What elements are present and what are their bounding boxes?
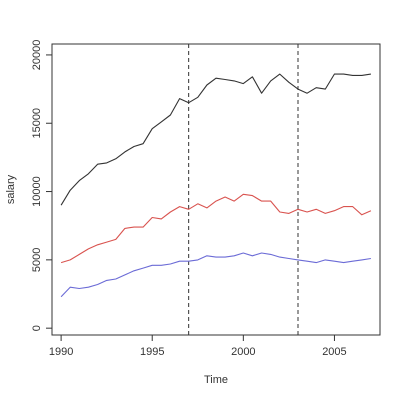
plot-area: 1990 1995 2000 2005 0 5000 10000 15000 20000 xyxy=(31,40,381,358)
series-line-2 xyxy=(60,193,372,264)
x-axis-label: Time xyxy=(204,374,228,386)
y-tick-label: 10000 xyxy=(31,176,43,207)
y-tick-label: 15000 xyxy=(31,108,43,139)
plot-frame xyxy=(51,43,381,336)
series-line-1 xyxy=(60,73,371,206)
x-tick-label: 1995 xyxy=(140,346,164,358)
y-tick-label: 20000 xyxy=(31,40,43,71)
y-tick-label: 5000 xyxy=(31,248,43,272)
x-tick-label: 2000 xyxy=(231,346,255,358)
y-axis-label: salary xyxy=(5,174,17,204)
x-tick-label: 2005 xyxy=(322,346,346,358)
y-tick-label: 0 xyxy=(31,325,43,331)
series-line-3 xyxy=(60,252,371,298)
x-tick-label: 1990 xyxy=(49,346,73,358)
